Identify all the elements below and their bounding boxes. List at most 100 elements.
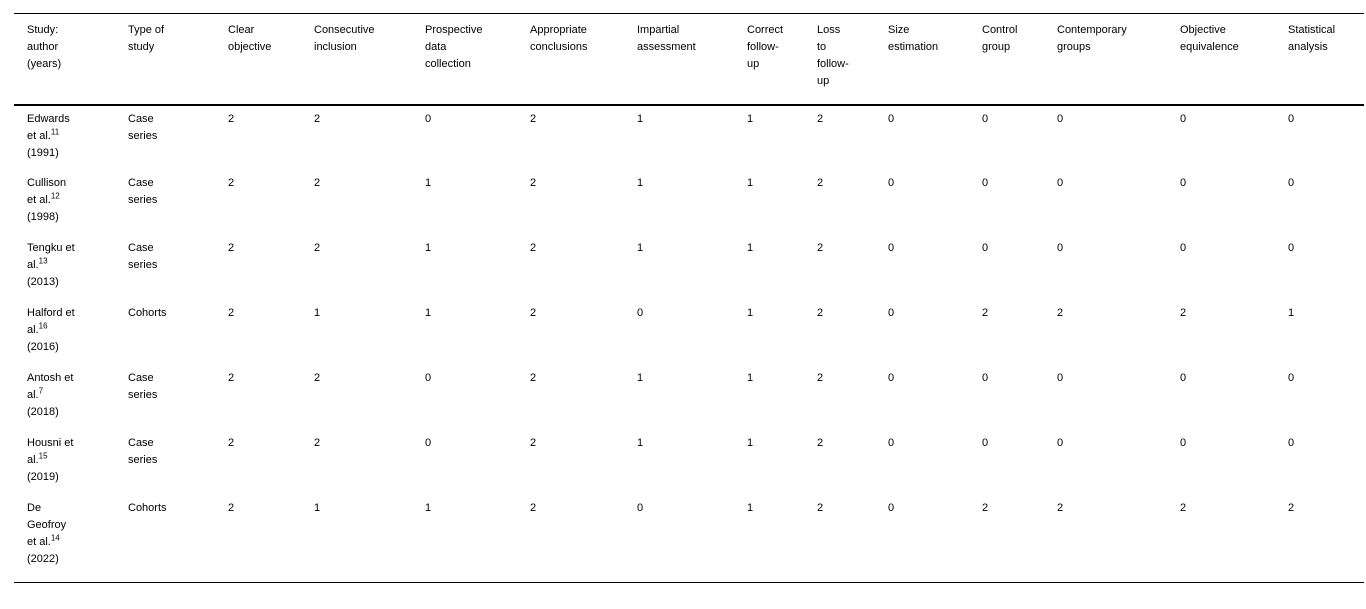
score-cell: 0 bbox=[1057, 113, 1064, 125]
table-row: Cullison et al.12 (1998) Case series 2 2 1 2 1… bbox=[14, 170, 1364, 235]
score-cell: 0 bbox=[888, 177, 895, 189]
study-author-text: Halford et al.16 (2016) bbox=[27, 305, 75, 356]
score-cell: 1 bbox=[637, 177, 644, 189]
study-year: (2018) bbox=[27, 406, 59, 418]
score-cell: 2 bbox=[817, 307, 824, 319]
reference-superscript: 13 bbox=[38, 256, 48, 266]
score-cell: 0 bbox=[637, 307, 644, 319]
author-name: De Geofroy et al. bbox=[27, 502, 67, 548]
reference-superscript: 7 bbox=[38, 386, 44, 396]
study-type-text: Case series bbox=[128, 242, 158, 271]
score-cell: 2 bbox=[530, 495, 637, 583]
score-cell: 1 bbox=[747, 495, 817, 583]
study-author-cell: Cullison et al.12 (1998) bbox=[14, 170, 128, 235]
score-cell: 1 bbox=[747, 242, 754, 254]
score-cell: 1 bbox=[747, 372, 754, 384]
score-cell: 1 bbox=[747, 437, 754, 449]
score-cell: 0 bbox=[425, 437, 432, 449]
column-header: Size estimation bbox=[888, 13, 982, 106]
study-type-text: Case series bbox=[128, 177, 158, 206]
author-name: Halford et al. bbox=[27, 307, 75, 336]
study-type-cell: Case series bbox=[128, 170, 228, 235]
score-cell: 2 bbox=[228, 437, 235, 449]
score-cell: 0 bbox=[888, 242, 895, 254]
study-author-cell: Housni et al.15 (2019) bbox=[14, 430, 128, 495]
study-author-text: Edwards et al.11 (1991) bbox=[27, 111, 75, 162]
score-cell: 0 bbox=[982, 113, 989, 125]
study-year: (2019) bbox=[27, 471, 59, 483]
column-header: Loss to follow- up bbox=[817, 13, 888, 106]
study-type-text: Case series bbox=[128, 437, 158, 466]
score-cell: 2 bbox=[817, 242, 824, 254]
score-cell: 0 bbox=[888, 495, 982, 583]
study-author-cell: Halford et al.16 (2016) bbox=[14, 300, 128, 365]
score-cell: 2 bbox=[1288, 495, 1364, 583]
score-cell: 0 bbox=[1057, 242, 1064, 254]
study-type-text: Case series bbox=[128, 372, 158, 401]
score-cell: 0 bbox=[888, 307, 895, 319]
score-cell: 2 bbox=[314, 437, 321, 449]
score-cell: 0 bbox=[1180, 242, 1187, 254]
table-row: Antosh et al.7 (2018) Case series 2 2 0 2 1 1 2 0… bbox=[14, 365, 1364, 430]
table-row: Tengku et al.13 (2013) Case series 2 2 1 2 1 1 2… bbox=[14, 235, 1364, 300]
score-cell: 1 bbox=[747, 177, 754, 189]
score-cell: 2 bbox=[1057, 495, 1180, 583]
study-type-text: Case series bbox=[128, 113, 158, 142]
score-cell: 0 bbox=[1057, 372, 1064, 384]
score-cell: 0 bbox=[1180, 113, 1187, 125]
quality-assessment-table: Study: author (years) Type of study Clear … bbox=[14, 13, 1364, 583]
column-header: Clear objective bbox=[228, 13, 314, 106]
score-cell: 1 bbox=[314, 307, 321, 319]
score-cell: 2 bbox=[228, 372, 235, 384]
score-cell: 0 bbox=[982, 437, 989, 449]
score-cell: 2 bbox=[228, 307, 235, 319]
study-type-cell: Case series bbox=[128, 105, 228, 170]
score-cell: 0 bbox=[982, 372, 989, 384]
reference-superscript: 12 bbox=[50, 191, 60, 201]
column-header: Control group bbox=[982, 13, 1057, 106]
table-body: Edwards et al.11 (1991) Case series 2 2 0 2 1 1… bbox=[14, 105, 1364, 583]
score-cell: 2 bbox=[1180, 495, 1288, 583]
score-cell: 2 bbox=[817, 177, 824, 189]
study-year: (1998) bbox=[27, 211, 59, 223]
score-cell: 2 bbox=[530, 177, 537, 189]
score-cell: 0 bbox=[888, 113, 895, 125]
score-cell: 1 bbox=[637, 242, 644, 254]
score-cell: 1 bbox=[425, 495, 530, 583]
score-cell: 0 bbox=[1288, 437, 1295, 449]
study-type-cell: Cohorts bbox=[128, 495, 228, 583]
score-cell: 2 bbox=[228, 495, 314, 583]
score-cell: 2 bbox=[1180, 307, 1187, 319]
study-type-text: Cohorts bbox=[128, 502, 167, 514]
score-cell: 0 bbox=[1180, 437, 1187, 449]
score-cell: 2 bbox=[530, 372, 537, 384]
column-header: Consecutive inclusion bbox=[314, 13, 425, 106]
score-cell: 1 bbox=[314, 495, 425, 583]
score-cell: 2 bbox=[817, 113, 824, 125]
score-cell: 2 bbox=[817, 495, 888, 583]
score-cell: 2 bbox=[982, 307, 989, 319]
score-cell: 0 bbox=[982, 242, 989, 254]
score-cell: 0 bbox=[1180, 372, 1187, 384]
score-cell: 0 bbox=[1057, 437, 1064, 449]
author-name: Cullison et al. bbox=[27, 177, 67, 206]
score-cell: 2 bbox=[228, 177, 235, 189]
study-author-text: De Geofroy et al.14 (2022) bbox=[27, 500, 75, 568]
column-header: Type of study bbox=[128, 13, 228, 106]
study-author-text: Antosh et al.7 (2018) bbox=[27, 370, 75, 421]
score-cell: 2 bbox=[817, 372, 824, 384]
column-header: Prospective data collection bbox=[425, 13, 530, 106]
study-type-text: Cohorts bbox=[128, 307, 167, 319]
score-cell: 0 bbox=[425, 372, 432, 384]
header-row: Study: author (years) Type of study Clear … bbox=[14, 13, 1364, 106]
score-cell: 2 bbox=[530, 242, 537, 254]
score-cell: 0 bbox=[1180, 177, 1187, 189]
table-header: Study: author (years) Type of study Clear … bbox=[14, 13, 1364, 106]
column-header: Correct follow- up bbox=[747, 13, 817, 106]
score-cell: 0 bbox=[1288, 113, 1295, 125]
score-cell: 2 bbox=[228, 242, 235, 254]
study-author-cell: Tengku et al.13 (2013) bbox=[14, 235, 128, 300]
reference-superscript: 14 bbox=[50, 533, 60, 543]
score-cell: 0 bbox=[1288, 372, 1295, 384]
author-name: Tengku et al. bbox=[27, 242, 75, 271]
